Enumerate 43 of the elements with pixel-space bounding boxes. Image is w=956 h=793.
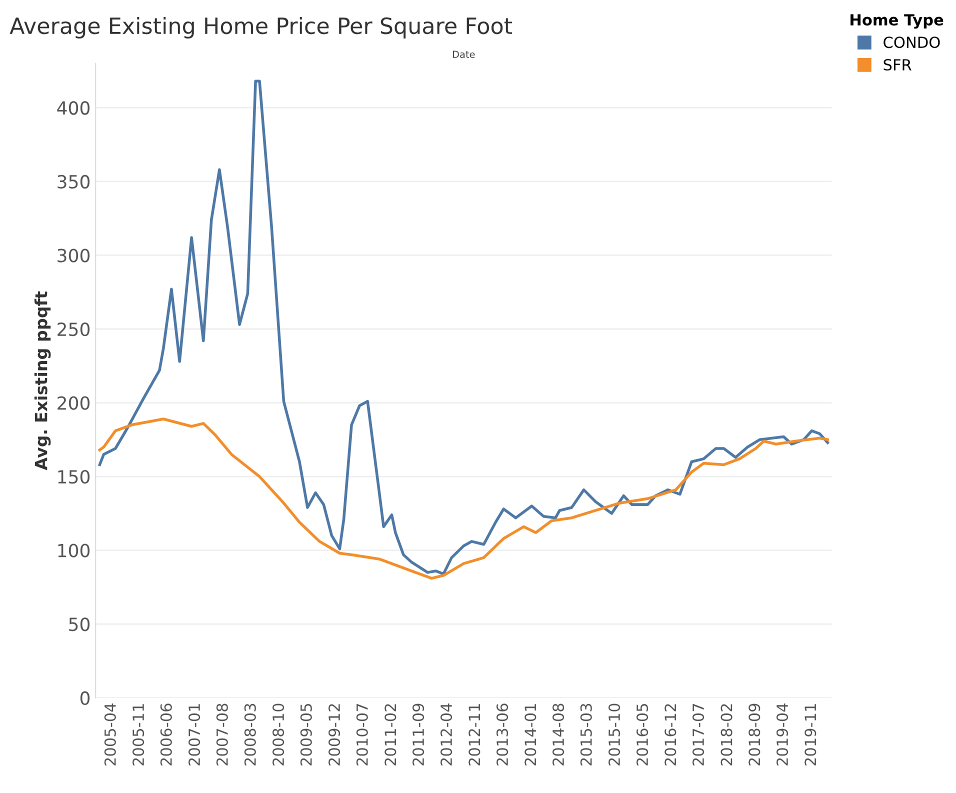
x-tick-label: 2018-02 (720, 704, 732, 766)
y-tick-label: 200 (58, 396, 90, 410)
y-tick-label: 400 (57, 101, 90, 115)
chart-title: Average Existing Home Price Per Square Foot (10, 17, 512, 39)
x-tick-label: 2010-07 (356, 704, 368, 766)
x-tick-label: 2014-08 (552, 704, 564, 766)
x-tick-label: 2011-02 (384, 704, 396, 766)
x-tick-label: 2008-10 (272, 704, 284, 766)
x-tick-label: 2007-01 (188, 704, 200, 766)
y-tick-label: 150 (58, 470, 90, 484)
x-tick-label: 2019-04 (776, 704, 788, 766)
x-tick-label: 2005-04 (104, 704, 116, 766)
x-tick-label: 2008-03 (244, 704, 256, 766)
x-tick-label: 2019-11 (804, 704, 816, 766)
legend-label: CONDO (884, 36, 940, 48)
x-tick-label: 2005-11 (132, 704, 144, 766)
legend-title: Home Type (850, 14, 944, 29)
x-tick-label: 2017-07 (692, 704, 704, 766)
line-series (98, 80, 830, 576)
y-tick-label: 50 (69, 618, 90, 632)
y-tick-label: 100 (58, 544, 90, 558)
y-tick-label: 350 (58, 174, 90, 189)
x-tick-label: 2015-10 (608, 704, 620, 766)
x-tick-label: 2011-09 (412, 704, 424, 766)
line-series (98, 418, 830, 580)
x-tick-label: 2009-12 (328, 704, 340, 766)
x-tick-label: 2016-05 (636, 704, 648, 766)
x-tick-label: 2009-05 (300, 704, 312, 766)
x-tick-label: 2018-09 (748, 704, 760, 766)
y-tick-label: 0 (80, 691, 90, 705)
x-tick-label: 2006-06 (160, 704, 172, 766)
legend-label: SFR (884, 58, 912, 71)
x-axis-title: Date (452, 50, 475, 58)
x-tick-label: 2012-11 (468, 704, 480, 766)
y-tick-label: 250 (58, 322, 90, 336)
x-tick-label: 2012-04 (440, 704, 452, 766)
y-axis-title: Avg. Existing ppqft (34, 291, 51, 470)
x-tick-label: 2007-08 (216, 704, 228, 766)
x-tick-label: 2015-03 (580, 704, 592, 766)
x-tick-label: 2013-06 (496, 704, 508, 766)
x-tick-label: 2014-01 (524, 704, 536, 766)
x-tick-label: 2016-12 (664, 704, 676, 766)
y-tick-label: 300 (58, 248, 90, 262)
